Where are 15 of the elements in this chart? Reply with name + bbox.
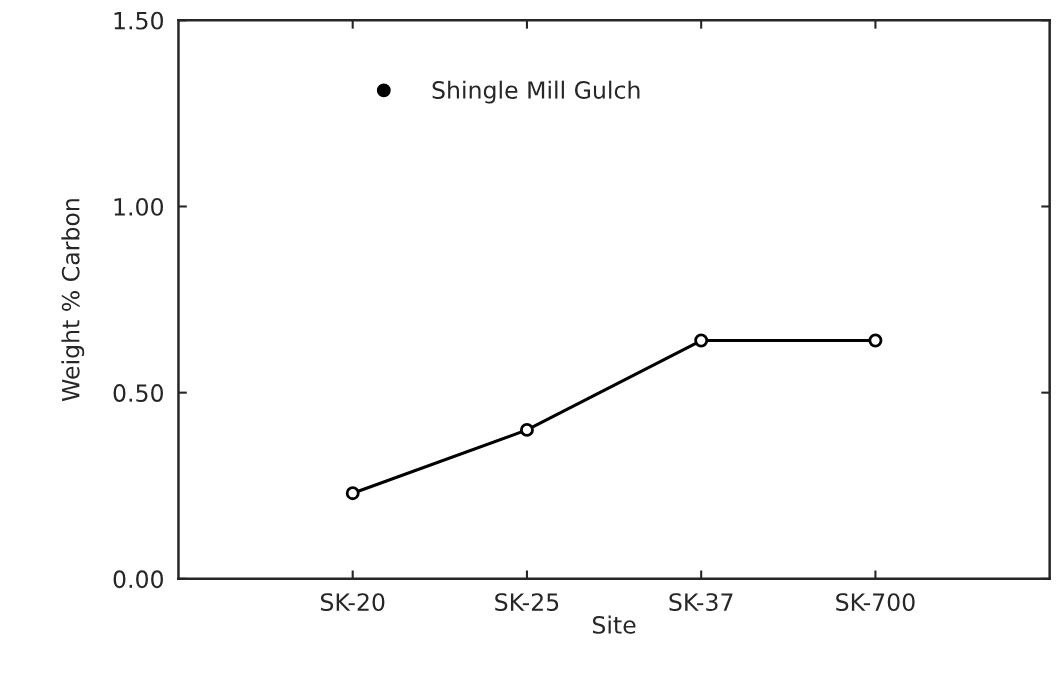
x-tick-label: SK-700 (836, 593, 915, 611)
y-axis-title: Weight % Carbon (61, 199, 85, 402)
point (520, 422, 534, 437)
y-tick-label: 1.00 (114, 197, 164, 216)
point (345, 486, 360, 501)
x-tick-label: SK-37 (669, 593, 733, 611)
y-tick-label: 0.00 (113, 570, 164, 589)
point (694, 333, 709, 348)
x-axis-title: Site (592, 615, 636, 634)
y-tick-label: 1.50 (114, 11, 164, 30)
point (868, 333, 883, 348)
x-tick-label: SK-20 (320, 593, 385, 611)
x-tick-label: SK-25 (495, 593, 559, 611)
legend-label: Shingle Mill Gulch (432, 80, 640, 104)
y-tick-label: 0.50 (113, 384, 164, 402)
